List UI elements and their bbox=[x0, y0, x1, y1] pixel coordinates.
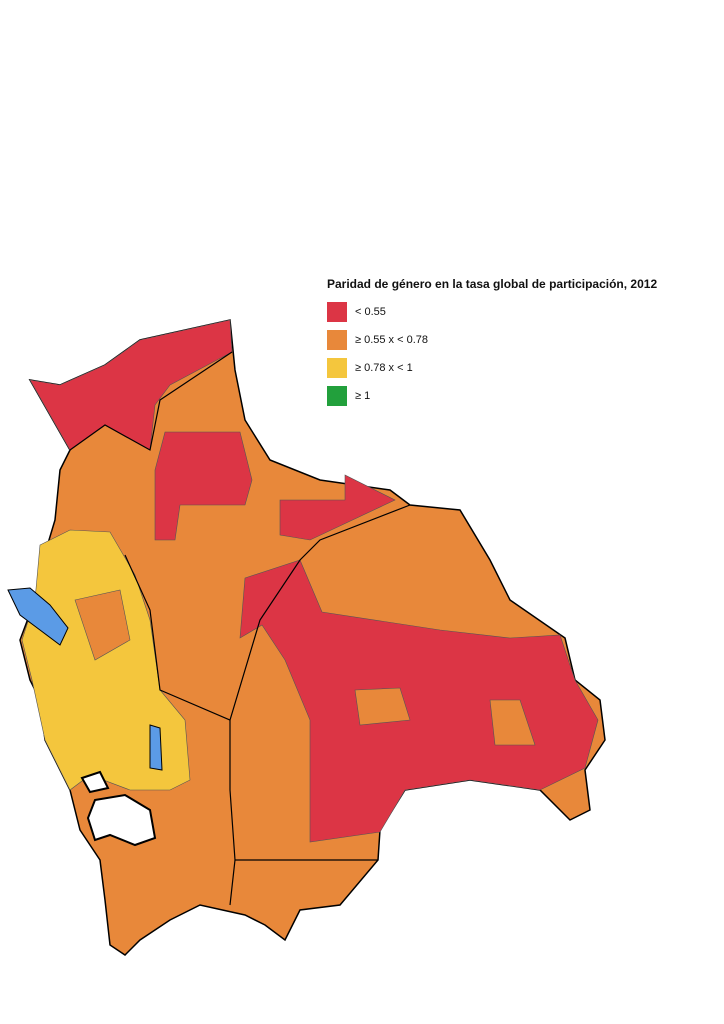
department-border bbox=[229, 720, 236, 906]
legend: < 0.55 ≥ 0.55 x < 0.78 ≥ 0.78 x < 1 ≥ 1 bbox=[327, 302, 428, 406]
region-red bbox=[279, 474, 396, 541]
salt-flat bbox=[86, 793, 157, 847]
legend-label: ≥ 0.55 x < 0.78 bbox=[355, 334, 428, 346]
legend-swatch bbox=[327, 330, 347, 350]
map bbox=[7, 319, 606, 956]
legend-swatch bbox=[327, 358, 347, 378]
lake bbox=[7, 587, 69, 646]
region-orange bbox=[354, 687, 411, 726]
legend-label: ≥ 0.78 x < 1 bbox=[355, 362, 413, 374]
legend-title: Paridad de género en la tasa global de p… bbox=[327, 277, 657, 291]
lake bbox=[149, 724, 163, 771]
legend-label: < 0.55 bbox=[355, 306, 386, 318]
department-border bbox=[124, 504, 411, 721]
salt-flat bbox=[80, 770, 110, 794]
region-red bbox=[154, 431, 253, 541]
region-red bbox=[239, 559, 599, 843]
department-border bbox=[69, 351, 233, 451]
region-orange bbox=[74, 589, 131, 661]
legend-swatch bbox=[327, 302, 347, 322]
region-orange bbox=[489, 699, 536, 746]
legend-label: ≥ 1 bbox=[355, 390, 370, 402]
legend-swatch bbox=[327, 386, 347, 406]
